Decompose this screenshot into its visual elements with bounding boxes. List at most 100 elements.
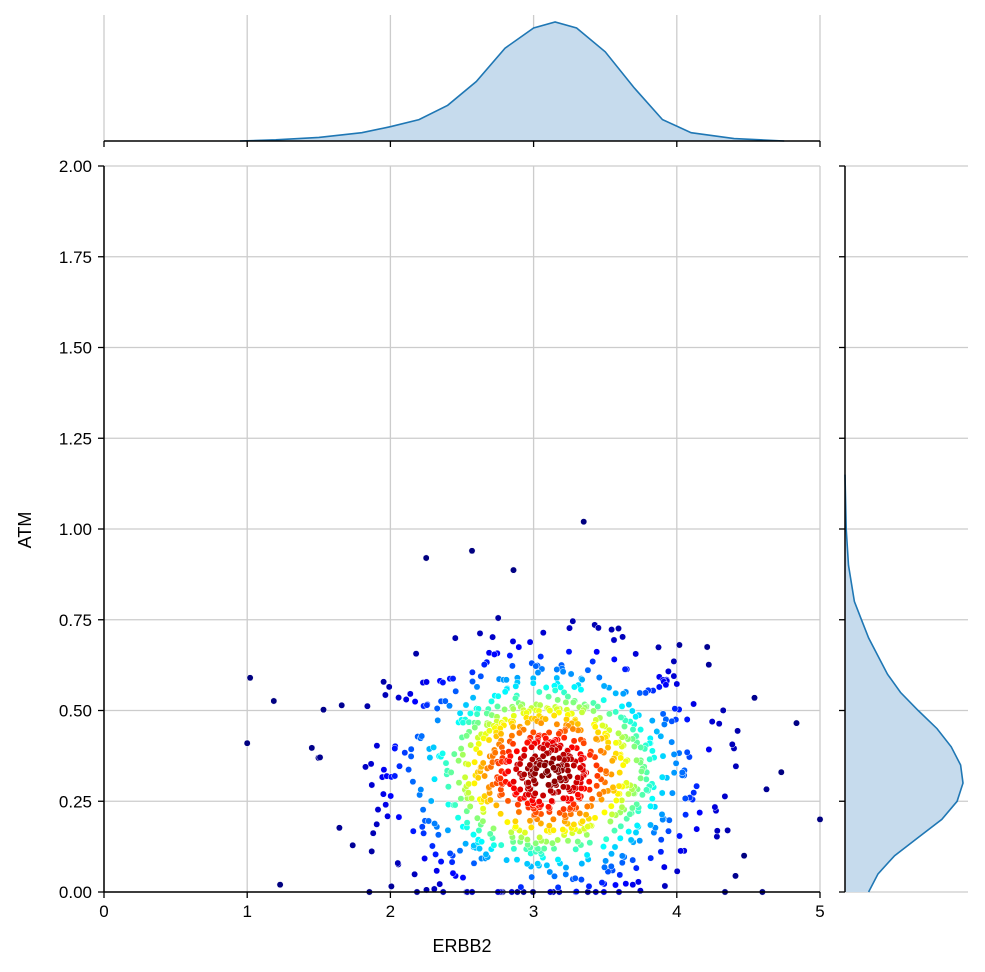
scatter-point xyxy=(673,867,681,875)
scatter-point xyxy=(494,703,501,710)
scatter-point xyxy=(528,873,536,881)
scatter-point xyxy=(616,834,624,842)
scatter-point xyxy=(373,820,381,828)
scatter-point xyxy=(657,836,665,844)
scatter-point xyxy=(655,683,663,691)
scatter-point xyxy=(395,813,403,821)
scatter-point xyxy=(648,795,656,803)
scatter-point xyxy=(570,762,578,769)
scatter-point xyxy=(655,643,662,651)
x-tick-label: 5 xyxy=(815,902,824,921)
scatter-point xyxy=(505,757,513,765)
scatter-point xyxy=(678,769,686,776)
scatter-point xyxy=(362,763,369,771)
scatter-point xyxy=(595,674,603,681)
scatter-point xyxy=(636,887,644,895)
scatter-point xyxy=(515,729,523,737)
scatter-point xyxy=(477,672,485,680)
scatter-point xyxy=(633,756,641,764)
scatter-point xyxy=(593,761,600,769)
scatter-point xyxy=(676,832,683,840)
scatter-point xyxy=(506,652,514,660)
scatter-point xyxy=(469,694,477,702)
scatter-point xyxy=(480,661,488,669)
scatter-point xyxy=(583,803,591,810)
x-tick-label: 1 xyxy=(242,902,251,921)
scatter-point xyxy=(569,725,577,733)
scatter-point xyxy=(711,803,719,811)
scatter-point xyxy=(491,749,499,757)
scatter-point xyxy=(625,828,633,836)
scatter-point xyxy=(469,678,476,685)
scatter-point xyxy=(543,767,551,775)
scatter-point xyxy=(426,754,434,762)
scatter-point xyxy=(668,738,676,746)
scatter-point xyxy=(636,837,644,845)
scatter-point xyxy=(632,713,640,721)
top-marginal-kde xyxy=(239,21,785,142)
scatter-point xyxy=(591,814,599,822)
scatter-point xyxy=(642,689,650,697)
scatter-point xyxy=(338,701,346,709)
x-tick-label: 2 xyxy=(386,902,395,921)
scatter-point xyxy=(577,876,585,884)
scatter-point xyxy=(527,823,535,831)
scatter-point xyxy=(442,759,450,767)
scatter-point xyxy=(423,701,431,709)
scatter-point xyxy=(580,518,588,526)
scatter-point xyxy=(660,863,668,871)
scatter-point xyxy=(638,791,646,799)
scatter-point xyxy=(627,836,635,844)
scatter-point xyxy=(585,778,593,786)
axes xyxy=(98,140,846,898)
scatter-point xyxy=(466,803,474,810)
scatter-point xyxy=(586,751,594,759)
scatter-point xyxy=(434,831,442,839)
scatter-point xyxy=(599,722,606,729)
y-tick-label: 0.25 xyxy=(59,792,92,811)
scatter-point xyxy=(528,743,536,751)
scatter-point xyxy=(270,697,278,705)
scatter-point xyxy=(411,870,419,878)
scatter-point xyxy=(501,706,509,713)
scatter-point xyxy=(387,792,395,800)
scatter-point xyxy=(529,679,537,687)
scatter-point xyxy=(456,847,464,855)
scatter-point xyxy=(604,744,612,752)
scatter-point xyxy=(690,700,698,708)
scatter-point xyxy=(470,779,478,787)
scatter-point xyxy=(646,755,654,763)
scatter-point xyxy=(471,724,479,731)
x-tick-label: 4 xyxy=(672,902,681,921)
scatter-point xyxy=(387,882,395,890)
scatter-point xyxy=(554,856,562,864)
scatter-point xyxy=(658,789,666,797)
scatter-point xyxy=(455,757,463,765)
scatter-point xyxy=(431,775,438,783)
scatter-point xyxy=(658,810,666,818)
scatter-point xyxy=(432,850,440,858)
scatter-point xyxy=(662,681,670,689)
scatter-point xyxy=(593,648,601,656)
scatter-point xyxy=(549,815,557,823)
scatter-point xyxy=(582,811,590,819)
scatter-point xyxy=(513,747,521,755)
scatter-point xyxy=(569,617,577,625)
scatter-point xyxy=(401,749,409,757)
scatter-point xyxy=(629,881,637,889)
scatter-point xyxy=(382,801,390,809)
scatter-point xyxy=(588,795,596,803)
scatter-point xyxy=(492,801,500,809)
scatter-point xyxy=(559,826,567,834)
scatter-point xyxy=(594,624,602,632)
scatter-point xyxy=(607,802,615,810)
scatter-point xyxy=(622,880,630,888)
scatter-point xyxy=(537,719,545,727)
scatter-point xyxy=(470,859,478,867)
scatter-point xyxy=(490,825,497,832)
scatter-point xyxy=(380,766,388,774)
scatter-point xyxy=(470,831,477,839)
scatter-point xyxy=(551,777,559,785)
y-tick-label: 1.75 xyxy=(59,248,92,267)
